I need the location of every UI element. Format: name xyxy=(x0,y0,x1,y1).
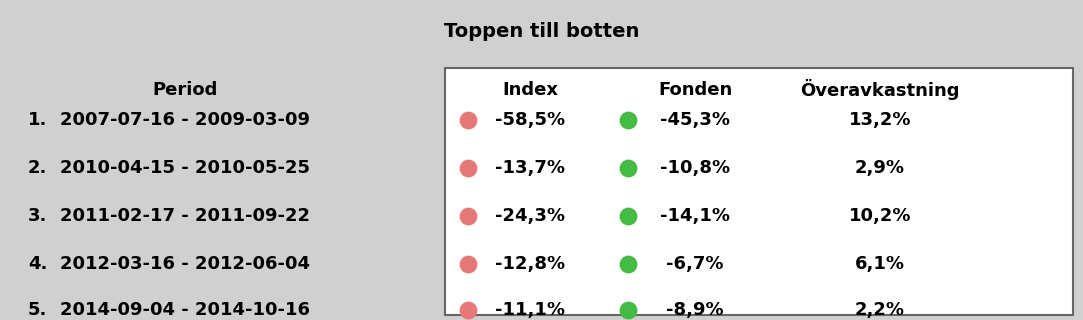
Point xyxy=(619,308,637,313)
Text: -8,9%: -8,9% xyxy=(666,301,723,319)
Text: 13,2%: 13,2% xyxy=(849,111,911,129)
Text: -45,3%: -45,3% xyxy=(660,111,730,129)
Text: 2011-02-17 - 2011-09-22: 2011-02-17 - 2011-09-22 xyxy=(60,207,310,225)
Point xyxy=(459,165,477,171)
Text: -11,1%: -11,1% xyxy=(495,301,565,319)
Text: -6,7%: -6,7% xyxy=(666,255,723,273)
Point xyxy=(459,213,477,219)
Text: 2,2%: 2,2% xyxy=(854,301,905,319)
Point xyxy=(459,308,477,313)
Text: 2014-09-04 - 2014-10-16: 2014-09-04 - 2014-10-16 xyxy=(60,301,310,319)
Text: 5.: 5. xyxy=(28,301,48,319)
Point xyxy=(619,165,637,171)
Text: -10,8%: -10,8% xyxy=(660,159,730,177)
Text: 4.: 4. xyxy=(28,255,48,273)
Text: 2010-04-15 - 2010-05-25: 2010-04-15 - 2010-05-25 xyxy=(60,159,310,177)
Text: Fonden: Fonden xyxy=(657,81,732,99)
Text: 6,1%: 6,1% xyxy=(854,255,905,273)
Text: -58,5%: -58,5% xyxy=(495,111,565,129)
Text: -13,7%: -13,7% xyxy=(495,159,565,177)
Text: 1.: 1. xyxy=(28,111,48,129)
Text: Toppen till botten: Toppen till botten xyxy=(444,22,639,41)
Text: Period: Period xyxy=(153,81,218,99)
Point xyxy=(459,117,477,123)
Text: 2,9%: 2,9% xyxy=(854,159,905,177)
Text: 10,2%: 10,2% xyxy=(849,207,911,225)
Text: Överavkastning: Överavkastning xyxy=(800,79,960,100)
Point xyxy=(619,261,637,267)
Text: -14,1%: -14,1% xyxy=(660,207,730,225)
Text: 2012-03-16 - 2012-06-04: 2012-03-16 - 2012-06-04 xyxy=(60,255,310,273)
Text: -12,8%: -12,8% xyxy=(495,255,565,273)
Bar xyxy=(445,68,1073,315)
Text: 3.: 3. xyxy=(28,207,48,225)
Text: -24,3%: -24,3% xyxy=(495,207,565,225)
Point xyxy=(459,261,477,267)
Point xyxy=(619,213,637,219)
Text: Index: Index xyxy=(503,81,558,99)
Text: 2.: 2. xyxy=(28,159,48,177)
Point xyxy=(619,117,637,123)
Text: 2007-07-16 - 2009-03-09: 2007-07-16 - 2009-03-09 xyxy=(60,111,310,129)
